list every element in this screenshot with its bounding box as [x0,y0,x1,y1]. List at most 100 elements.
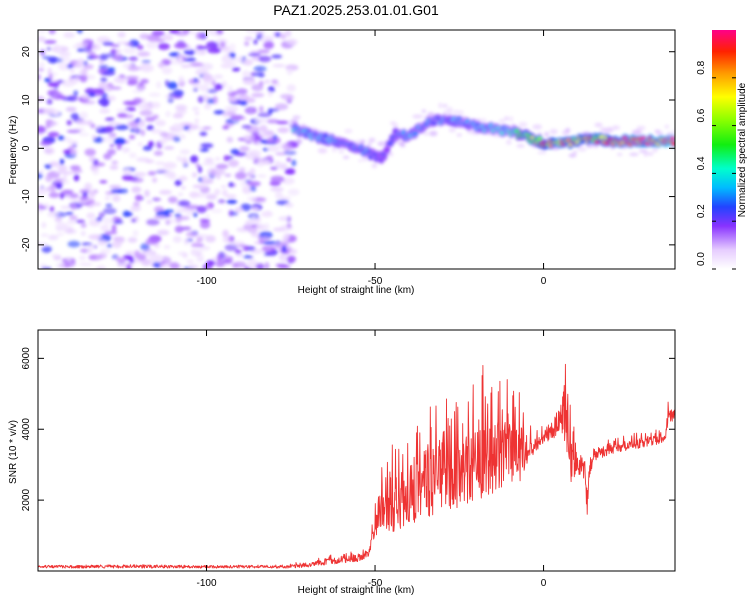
spectrogram-noise-blob [198,257,204,261]
spectrogram-noise-blob [285,202,294,208]
spectrogram-noise-blob [88,254,97,260]
spectrogram-noise-blob [116,143,123,151]
spectrogram-noise-blob [217,199,226,204]
spectrogram-noise-blob [111,160,119,165]
spectrogram-noise-blob [187,264,200,269]
spectrogram-noise-blob [154,38,165,43]
spectrogram-noise-blob [165,218,179,224]
spectrogram-noise-blob [172,136,181,142]
spectrogram-noise-blob [282,142,293,151]
spectrogram-noise-blob [55,262,65,269]
spectrogram-noise-blob [230,114,245,121]
spectrogram-noise-blob [79,111,89,120]
spectrogram-noise-blob [261,160,271,165]
spectrogram-halo-blob [568,153,577,158]
spectrogram-noise-blob [256,174,267,178]
spectrogram-noise-blob [224,105,239,112]
spectrogram-noise-blob [47,82,60,87]
spectrogram-noise-blob [199,220,211,229]
spectrogram-noise-blob [221,260,234,264]
spectrogram-halo-blob [371,163,378,169]
spectrogram-noise-blob [55,170,69,174]
spectrogram-noise-blob [135,194,143,201]
spectrogram-noise-blob [138,119,146,128]
spectrogram-noise-blob [92,202,102,206]
spectrogram-noise-blob [206,41,219,49]
spectrogram-noise-blob [228,182,234,188]
spectrogram-noise-blob [139,33,150,40]
spectrogram-halo-blob [438,102,443,109]
spectrogram-halo-blob [447,106,453,112]
spectrogram-halo-blob [448,128,456,133]
spectrogram-halo-blob [532,124,543,130]
spectrogram-noise-blob [87,244,95,249]
spectrogram-halo-blob [666,132,672,137]
spectrogram-noise-blob [253,140,260,145]
spectrogram-noise-blob [253,39,258,45]
spectrogram-noise-blob [59,158,65,165]
spectrogram-noise-blob [222,236,233,244]
spectrogram-noise-blob [109,185,122,189]
spectrogram-noise-blob [244,106,257,115]
spectrogram-halo-blob [392,123,399,128]
spectrogram-noise-blob [266,155,273,159]
spectrogram-noise-blob [251,93,265,98]
spectrogram-noise-blob [249,168,256,175]
spectrogram-noise-blob [242,135,256,140]
colorbar-gradient [712,30,736,269]
snr-x-tick-label: -50 [368,578,383,589]
spectrogram-noise-blob [78,255,87,261]
spectrogram-noise-blob [194,118,199,124]
spectrogram-noise-blob [272,63,286,68]
spectrogram-noise-blob [140,78,149,84]
spectrogram-noise-blob [255,223,266,231]
spectrogram-noise-blob [167,81,178,90]
spectrogram-noise-blob [38,169,45,173]
spectrogram-noise-blob [132,230,139,237]
spectrogram-noise-blob [48,192,60,198]
spectrogram-halo-blob [656,131,664,137]
spectrogram-noise-blob [106,95,116,102]
spectrogram-noise-blob [259,105,264,113]
spectrogram-noise-blob [102,217,115,225]
spectrogram-noise-blob [162,34,174,41]
spectrogram-y-tick-label: -10 [21,189,32,204]
spectrogram-noise-blob [52,109,60,116]
spectrogram-noise-blob [175,31,189,36]
colorbar: 0.0 0.2 0.4 0.6 0.8 Normalized spectral ampl… [696,30,748,270]
spectrogram-noise-blob [46,98,53,105]
spectrogram-halo-blob [647,151,654,156]
spectrogram-noise-blob [86,212,96,219]
chart-title: PAZ1.2025.253.01.01.G01 [273,2,439,18]
spectrogram-noise-blob [289,119,298,124]
spectrogram-noise-blob [250,185,257,192]
spectrogram-noise-blob [182,252,188,259]
spectrogram-halo-blob [459,110,464,115]
spectrogram-noise-blob [190,248,199,256]
spectrogram-noise-blob [141,98,146,103]
spectrogram-noise-blob [107,82,114,88]
spectrogram-noise-blob [277,127,290,134]
spectrogram-halo-blob [442,104,448,108]
spectrogram-noise-blob [125,251,136,255]
spectrogram-noise-blob [213,110,226,115]
spectrogram-noise-blob [202,161,216,166]
spectrogram-noise-blob [193,212,198,217]
spectrogram-noise-blob [95,217,103,222]
spectrogram-noise-blob [145,159,155,164]
spectrogram-noise-blob [145,41,158,49]
spectrogram-halo-blob [317,147,328,154]
spectrogram-halo-blob [537,151,547,155]
spectrogram-halo-blob [634,129,643,135]
spectrogram-noise-blob [221,185,227,189]
spectrogram-noise-blob [173,123,181,129]
spectrogram-noise-blob [205,214,210,218]
spectrogram-noise-blob [136,44,144,50]
spectrogram-noise-blob [261,211,273,218]
spectrogram-noise-blob [104,196,111,201]
spectrogram-noise-blob [38,172,43,180]
spectrogram-noise-blob [271,54,283,59]
spectrogram-noise-blob [270,166,278,170]
spectrogram-noise-blob [244,36,254,41]
spectrogram-noise-blob [191,123,200,129]
